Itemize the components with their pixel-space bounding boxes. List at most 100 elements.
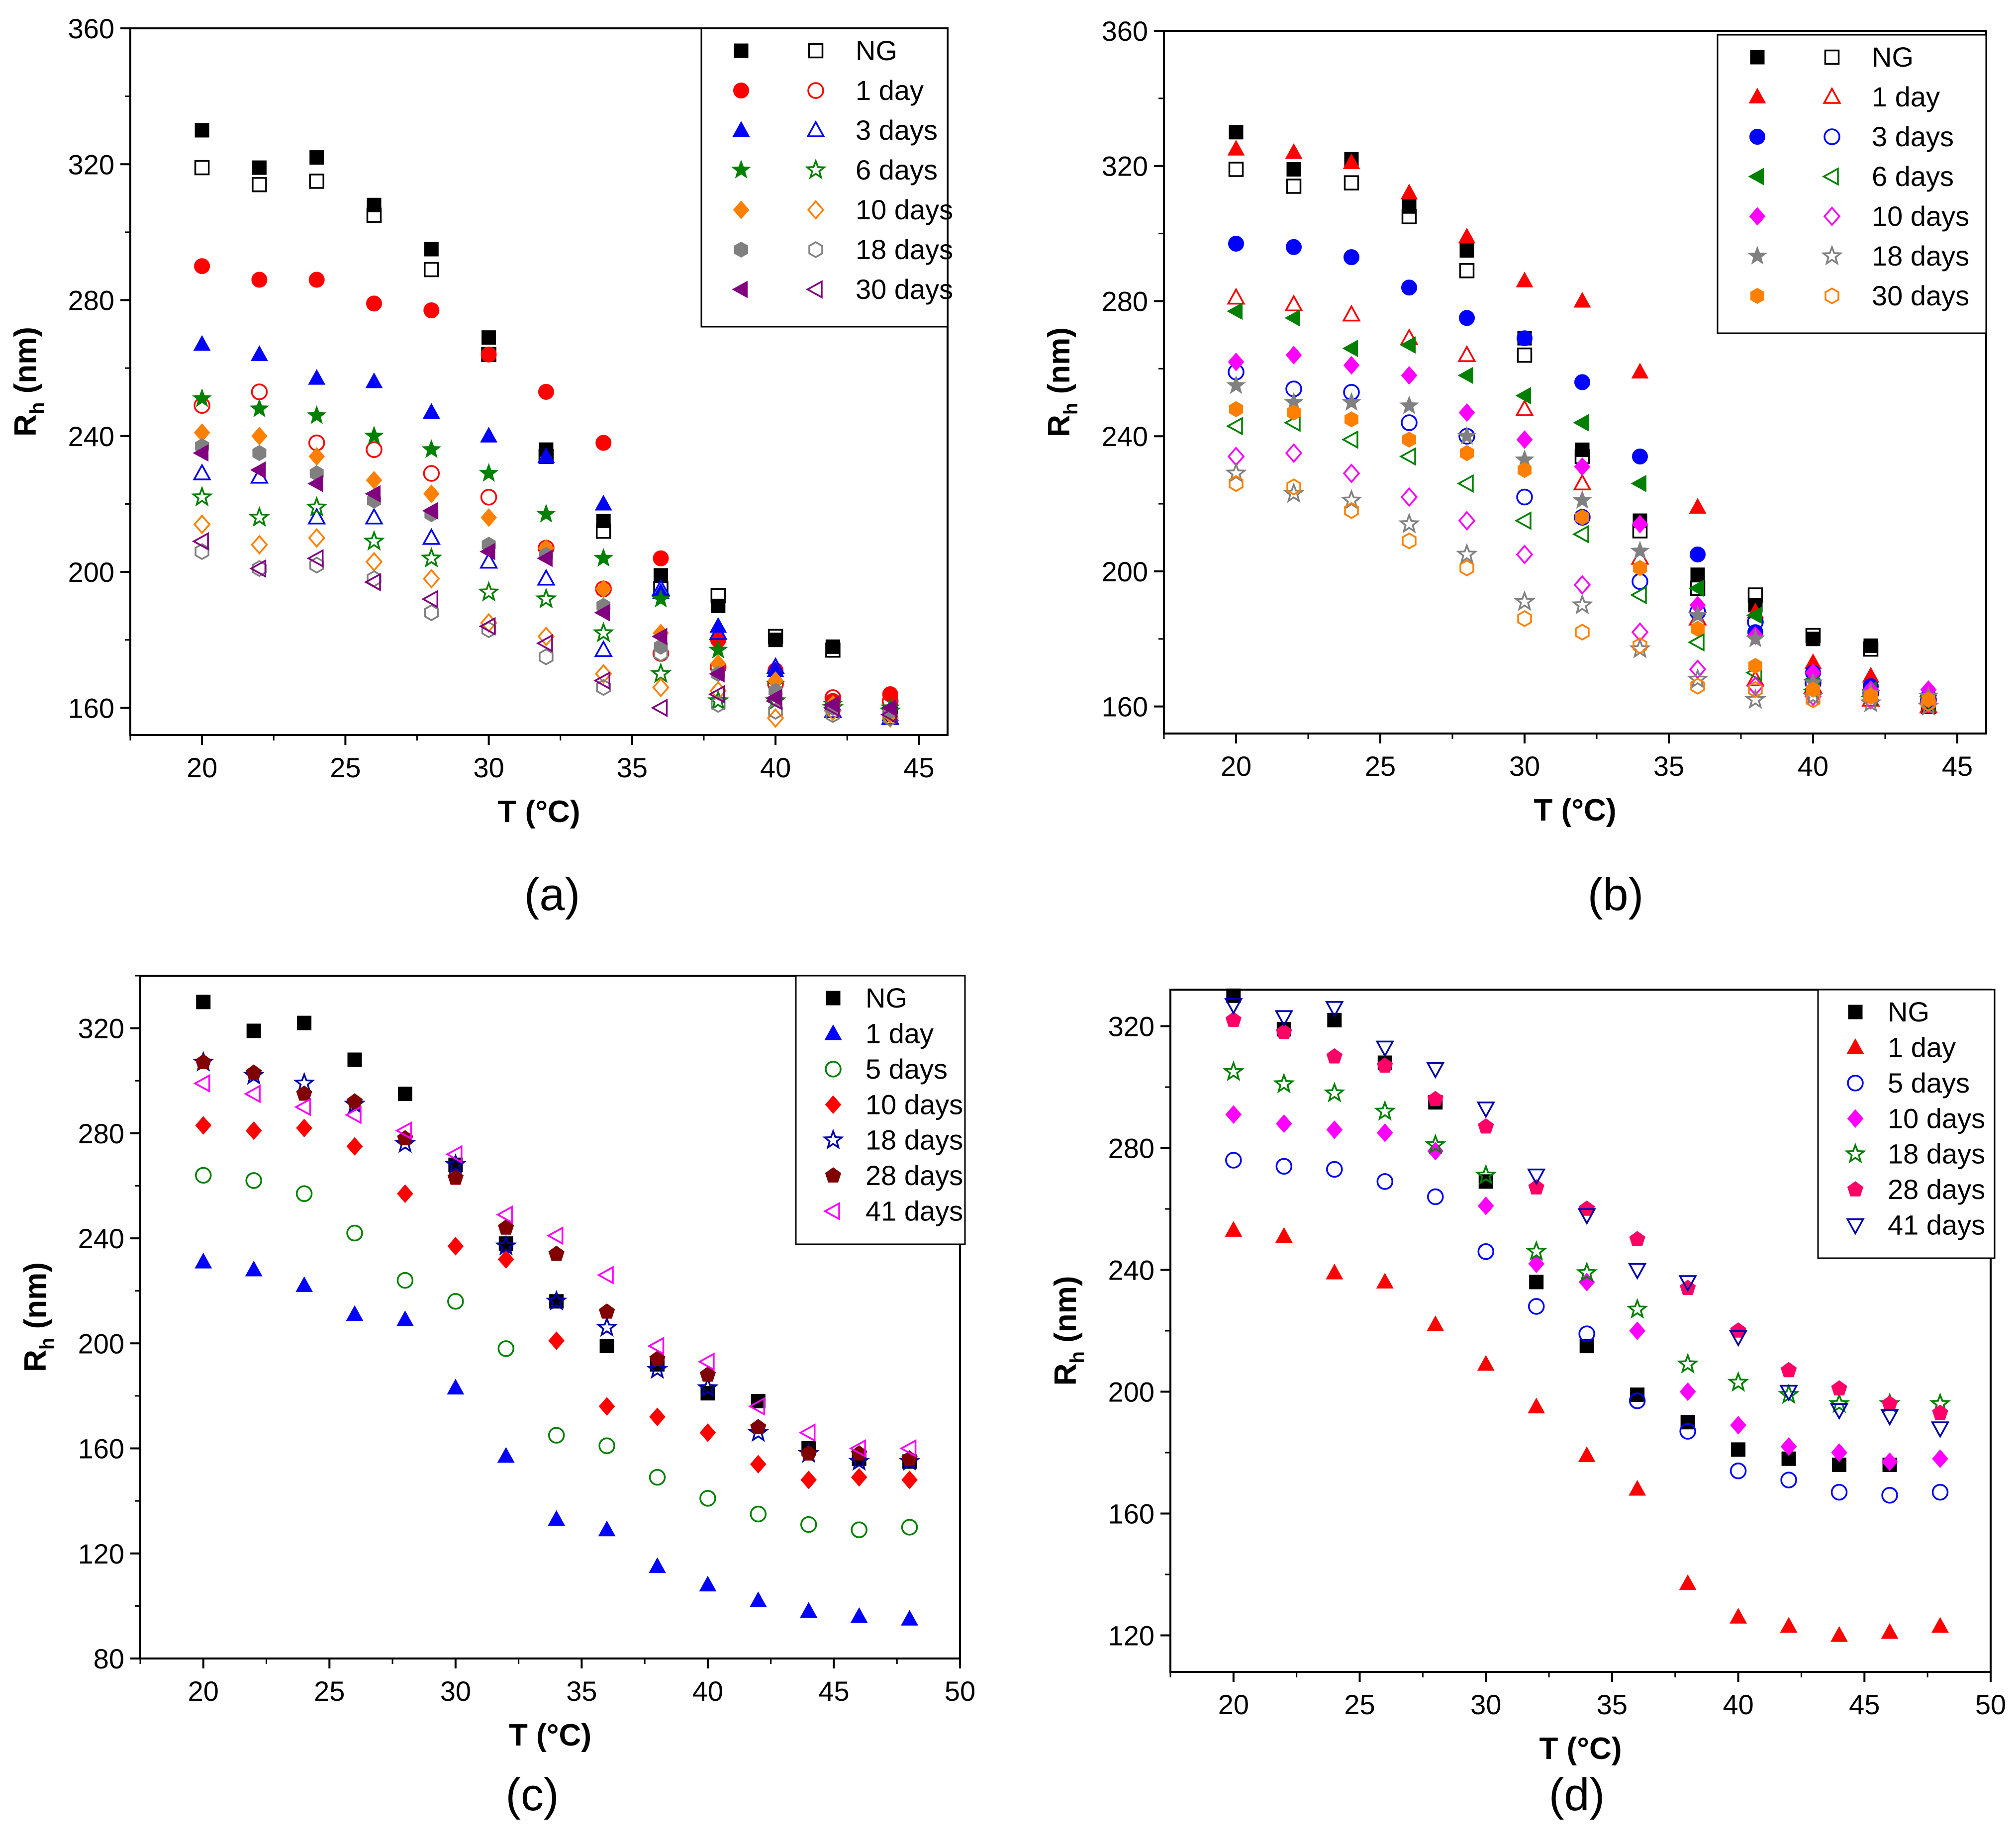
data-point-open — [1517, 610, 1532, 628]
legend-entry: 1 day — [1846, 1031, 1956, 1063]
data-point-filled — [1806, 681, 1820, 698]
data-point — [496, 1205, 513, 1224]
data-point — [748, 1397, 766, 1416]
data-point — [699, 1490, 716, 1507]
data-point-open — [479, 617, 496, 636]
data-point — [1729, 1463, 1747, 1479]
data-point-open — [1344, 175, 1359, 190]
data-point — [548, 1331, 565, 1350]
data-point-filled — [1287, 404, 1301, 421]
data-point — [1831, 1380, 1847, 1396]
y-axis-title-main: R — [1049, 1364, 1083, 1386]
data-point-filled — [711, 598, 726, 613]
data-point-filled — [306, 405, 327, 424]
legend-marker — [825, 1167, 842, 1183]
legend-label: 18 days — [865, 1124, 963, 1156]
legend-entry: 3 days — [732, 114, 938, 146]
data-point-filled — [709, 617, 727, 633]
data-point — [195, 1054, 211, 1070]
data-point-filled — [825, 639, 840, 654]
data-point — [848, 1450, 870, 1471]
data-point — [397, 1184, 413, 1203]
legend-entry: 41 days — [823, 1196, 963, 1227]
data-point — [649, 1557, 666, 1573]
data-point — [1629, 1392, 1646, 1409]
data-point — [245, 1260, 263, 1277]
data-point — [649, 1469, 666, 1486]
data-point-open — [1458, 511, 1476, 531]
data-point — [246, 1064, 262, 1080]
legend-label: 18 days — [1872, 240, 1969, 272]
data-point — [800, 1516, 817, 1533]
data-point — [749, 1591, 767, 1607]
legend-entry: 10 days — [733, 194, 953, 225]
data-point — [1478, 1118, 1494, 1134]
x-tick-label: 45 — [818, 1675, 849, 1707]
data-point — [750, 1455, 767, 1474]
data-point-filled — [1572, 490, 1592, 509]
data-point — [196, 995, 211, 1010]
legend-box — [795, 975, 966, 1245]
data-point-filled — [1863, 638, 1878, 653]
data-point-filled — [1574, 457, 1591, 476]
data-point-filled — [1227, 140, 1245, 156]
legend-label: 1 day — [1872, 81, 1940, 112]
data-point — [1881, 1452, 1898, 1472]
data-point-open — [1399, 447, 1416, 466]
data-point-filled — [364, 425, 384, 445]
data-point — [1275, 1227, 1293, 1243]
data-point — [1679, 1423, 1696, 1440]
legend-entry: 6 days — [731, 154, 938, 185]
data-point-open — [594, 640, 613, 657]
data-point-open — [194, 160, 210, 176]
data-point-open — [535, 587, 557, 609]
data-point-open — [1456, 543, 1478, 564]
data-point-filled — [1516, 272, 1534, 287]
data-point-filled — [1226, 375, 1246, 394]
data-point — [1829, 1403, 1849, 1420]
data-point — [347, 1052, 362, 1067]
data-point-open — [1517, 347, 1533, 363]
data-point-filled — [308, 447, 325, 466]
data-point — [1578, 1325, 1595, 1342]
legend-marker-filled — [1749, 207, 1766, 226]
data-point — [598, 1520, 616, 1537]
data-point — [193, 1074, 210, 1093]
data-point-open — [1457, 345, 1476, 362]
data-point — [1780, 1617, 1798, 1633]
data-point-filled — [1748, 657, 1762, 674]
data-point — [647, 1336, 665, 1356]
legend-marker — [825, 1095, 842, 1114]
data-point — [1273, 1072, 1295, 1094]
legend-entry: NG — [826, 982, 907, 1013]
data-point — [1376, 1273, 1394, 1289]
data-point — [295, 1185, 313, 1202]
data-point-open — [593, 671, 610, 690]
data-point — [1477, 1355, 1495, 1371]
y-tick-label: 200 — [78, 1328, 124, 1359]
data-point-filled — [367, 197, 382, 212]
data-point — [1222, 1060, 1245, 1082]
data-point — [194, 1253, 212, 1269]
legend: NG 1 day 5 days 10 days 18 days 28 days 41 day… — [1817, 989, 1996, 1259]
data-point — [1780, 1437, 1797, 1456]
legend-marker-filled — [1749, 129, 1765, 145]
data-point — [1678, 1275, 1697, 1292]
data-point — [1427, 1091, 1443, 1106]
data-point-open — [1748, 681, 1763, 698]
data-point — [1932, 1449, 1948, 1469]
y-tick-label: 200 — [1108, 1377, 1154, 1408]
data-point-open — [1286, 179, 1302, 194]
data-point-filled — [1286, 239, 1302, 255]
data-point-filled — [192, 388, 212, 407]
data-point — [195, 1116, 212, 1135]
legend-marker-filled — [734, 43, 749, 58]
data-point — [1276, 1023, 1292, 1039]
data-point-filled — [536, 504, 556, 523]
data-point — [899, 1439, 917, 1458]
data-point-filled — [1284, 309, 1300, 327]
data-point — [395, 1121, 412, 1140]
x-tick-label: 40 — [760, 752, 791, 783]
legend-marker-open — [807, 82, 824, 99]
